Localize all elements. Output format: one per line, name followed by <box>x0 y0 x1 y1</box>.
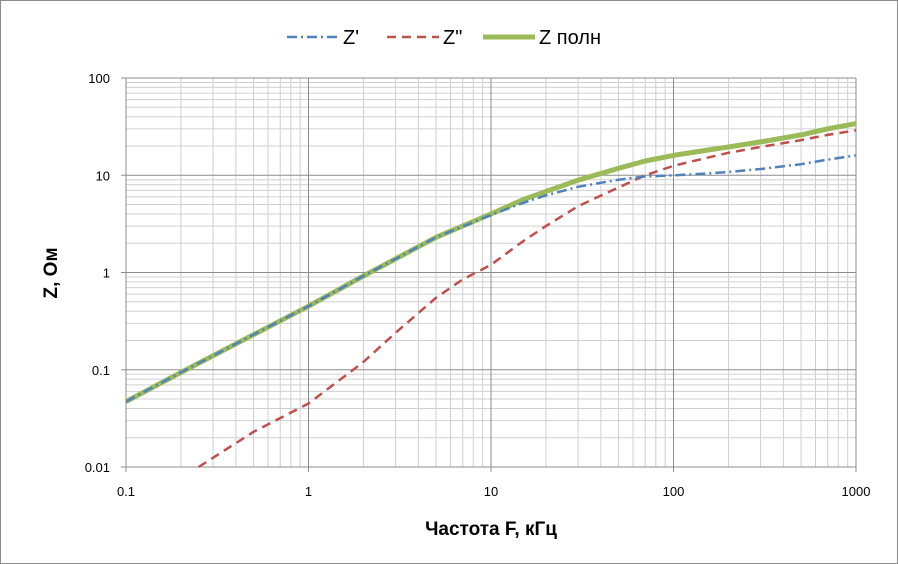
x-tick-label: 10 <box>484 484 498 499</box>
x-tick-label: 1000 <box>842 484 871 499</box>
series-line-1 <box>125 154 857 403</box>
x-tick-labels: 0.1 1 10 100 1000 <box>117 484 871 499</box>
y-tick-label: 1 <box>103 266 110 281</box>
y-tick-label: 100 <box>88 71 110 86</box>
y-tick-labels: 0.01 0.1 1 10 100 <box>85 71 110 475</box>
y-tick-label: 10 <box>96 168 110 183</box>
x-tick-label: 0.1 <box>117 484 135 499</box>
series-line-2 <box>197 129 857 469</box>
series-layer <box>124 121 857 469</box>
grid-major <box>121 77 857 472</box>
legend-label-3: Z полн <box>539 27 601 49</box>
x-tick-label: 100 <box>663 484 685 499</box>
legend-label-2: Z" <box>443 27 462 49</box>
y-tick-label: 0.01 <box>85 460 110 475</box>
x-axis-title: Частота F, кГц <box>425 519 557 540</box>
y-tick-label: 0.1 <box>92 363 110 378</box>
x-tick-label: 1 <box>305 484 312 499</box>
y-axis-title: Z, Ом <box>41 248 62 299</box>
legend-label-1: Z' <box>343 27 359 49</box>
legend: Z' Z" Z полн <box>287 27 601 49</box>
